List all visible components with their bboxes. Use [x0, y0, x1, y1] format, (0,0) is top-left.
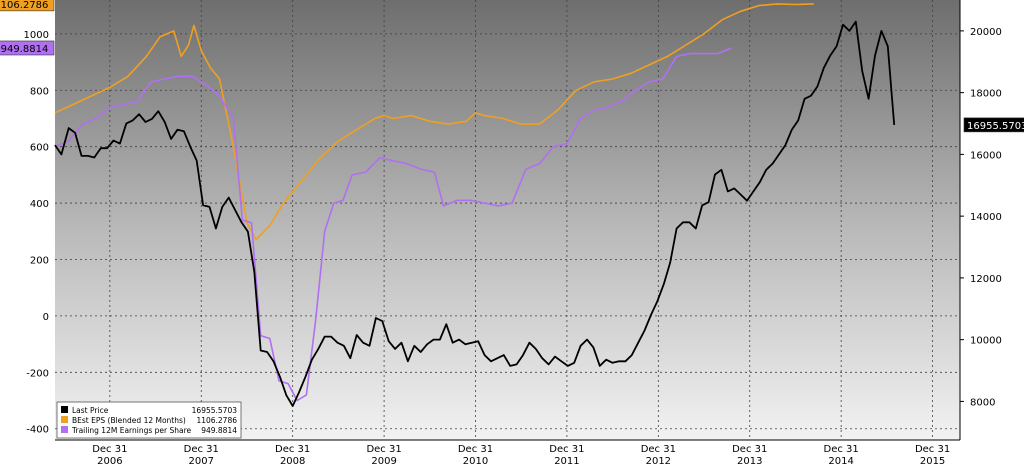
y-left-tick-label: 0: [43, 312, 49, 323]
x-tick-label-top: Dec 31: [824, 444, 859, 455]
x-tick-label-top: Dec 31: [92, 444, 127, 455]
x-tick-label-bottom: 2014: [828, 456, 853, 467]
x-tick-label-bottom: 2012: [646, 456, 671, 467]
y-right-tick-label: 18000: [970, 89, 1002, 100]
legend-swatch: [61, 416, 68, 423]
x-tick-label-top: Dec 31: [184, 444, 219, 455]
y-right-tick-label: 20000: [970, 27, 1002, 38]
x-tick-label-bottom: 2007: [189, 456, 214, 467]
legend-swatch: [61, 426, 68, 433]
trailing-eps-last-value: 949.8814: [1, 44, 49, 55]
x-tick-label-top: Dec 31: [732, 444, 767, 455]
y-left-tick-label: 200: [30, 255, 49, 266]
series-line-2: [54, 47, 732, 402]
axes: -400 -200 0 200 400 600 800 1000 8000 10000 12000 1…: [24, 0, 1002, 467]
series-lines: [54, 3, 896, 407]
trailing-eps-last-value-box: [0, 40, 55, 56]
x-tick-label-bottom: 2008: [280, 456, 305, 467]
x-tick-label-bottom: 2015: [920, 456, 945, 467]
legend-box: [56, 401, 242, 439]
y-right-tick-label: 12000: [970, 274, 1002, 285]
x-tick-label-bottom: 2011: [554, 456, 579, 467]
x-tick-label-top: Dec 31: [275, 444, 310, 455]
y-right-tick-label: 8000: [970, 397, 995, 408]
best-eps-last-value: 1106.2786: [0, 0, 48, 11]
x-tick-label-bottom: 2009: [371, 456, 396, 467]
y-right-tick-label: 16000: [970, 150, 1002, 161]
series-line-1: [54, 3, 814, 241]
series-line-0: [54, 20, 896, 407]
best-eps-last-value-box: [0, 0, 55, 12]
legend-value: 16955.5703: [192, 406, 238, 415]
legend-value: 949.8814: [201, 426, 237, 435]
x-tick-label-top: Dec 31: [549, 444, 584, 455]
legend: Last Price 16955.5703 BEst EPS (Blended 12…: [56, 401, 242, 439]
x-tick-label-top: Dec 31: [641, 444, 676, 455]
legend-swatch: [61, 406, 68, 413]
x-tick-label-bottom: 2010: [463, 456, 488, 467]
legend-label: BEst EPS (Blended 12 Months): [72, 416, 186, 425]
legend-label: Last Price: [72, 406, 109, 415]
legend-value: 1106.2786: [196, 416, 237, 425]
y-right-tick-label: 10000: [970, 336, 1002, 347]
x-tick-label-bottom: 2006: [97, 456, 122, 467]
y-left-tick-label: -200: [26, 368, 49, 379]
y-left-tick-label: 400: [30, 199, 49, 210]
last-price-value: 16955.5703: [967, 121, 1024, 132]
y-right-tick-label: 14000: [970, 212, 1002, 223]
legend-label: Trailing 12M Earnings per Share: [71, 426, 192, 435]
last-price-value-box: [963, 117, 1024, 133]
y-left-tick-label: 800: [30, 86, 49, 97]
plot-area: [55, 0, 960, 440]
x-tick-label-top: Dec 31: [915, 444, 950, 455]
x-tick-label-bottom: 2013: [737, 456, 762, 467]
x-tick-label-top: Dec 31: [458, 444, 493, 455]
y-left-tick-label: -400: [26, 425, 49, 436]
value-labels: 1106.2786 949.8814 16955.5703: [0, 0, 1024, 133]
x-tick-label-top: Dec 31: [366, 444, 401, 455]
y-left-tick-label: 1000: [24, 30, 49, 41]
y-left-tick-label: 600: [30, 143, 49, 154]
